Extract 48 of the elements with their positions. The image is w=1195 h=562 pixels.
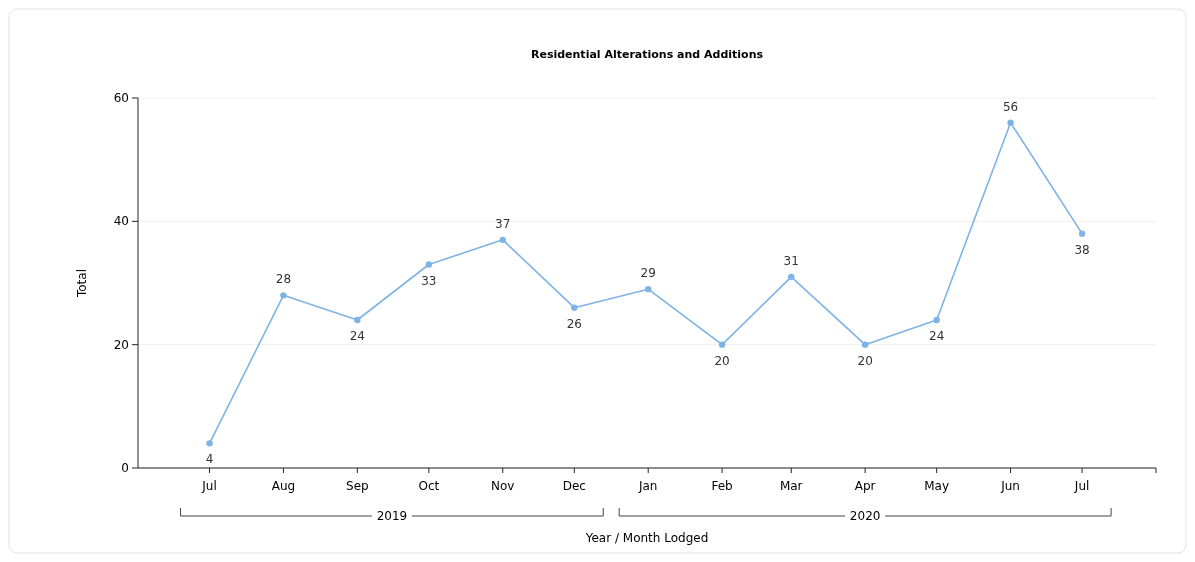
- data-label: 29: [640, 266, 656, 281]
- point: [1007, 119, 1014, 126]
- point: [206, 440, 213, 447]
- x-tick-label: Jul: [201, 479, 217, 493]
- data-label: 38: [1074, 242, 1090, 257]
- data-label: 31: [783, 253, 799, 268]
- point: [354, 316, 361, 324]
- data-label: 24: [929, 329, 945, 343]
- x-tick-label: Oct: [418, 479, 440, 493]
- x-tick-label: May: [924, 479, 950, 493]
- data-label: 20: [714, 353, 730, 368]
- y-axis-title: Total: [75, 268, 89, 299]
- x-tick-label: Jul: [1073, 479, 1090, 493]
- y-tick-label: 20: [113, 337, 129, 352]
- point: [933, 316, 940, 324]
- x-tick-label: Jun: [1000, 479, 1020, 493]
- data-label: 56: [1002, 99, 1019, 114]
- data-label: 26: [566, 316, 582, 331]
- point: [499, 236, 506, 244]
- x-tick-label: Feb: [711, 479, 733, 493]
- point: [425, 261, 433, 268]
- data-label: 24: [349, 329, 365, 343]
- data-label: 20: [857, 353, 873, 368]
- point: [280, 292, 287, 299]
- point: [718, 341, 726, 348]
- y-tick-label: 60: [113, 91, 129, 105]
- text: 2019: [376, 509, 408, 523]
- data-label: 37: [495, 216, 511, 231]
- data-label: 33: [421, 273, 437, 288]
- point: [788, 273, 795, 281]
- y-tick-label: 40: [113, 214, 129, 229]
- x-tick-label: Dec: [562, 479, 586, 493]
- point: [571, 304, 578, 311]
- text: 2020: [849, 509, 881, 523]
- x-tick-label: Jan: [637, 479, 658, 493]
- point: [861, 341, 869, 348]
- x-tick-label: Sep: [346, 479, 369, 493]
- x-axis-title: Year / Month Lodged: [584, 531, 709, 545]
- point: [644, 285, 652, 293]
- data-label: 28: [275, 272, 292, 287]
- data-label: 4: [205, 452, 214, 467]
- y-tick-label: 0: [121, 461, 129, 475]
- chart-title: Residential Alterations and Additions: [530, 48, 764, 61]
- x-tick-label: Aug: [271, 479, 296, 493]
- x-tick-label: Nov: [491, 479, 515, 493]
- point: [1078, 230, 1086, 237]
- x-tick-label: Mar: [779, 479, 803, 493]
- x-tick-label: Apr: [854, 479, 876, 493]
